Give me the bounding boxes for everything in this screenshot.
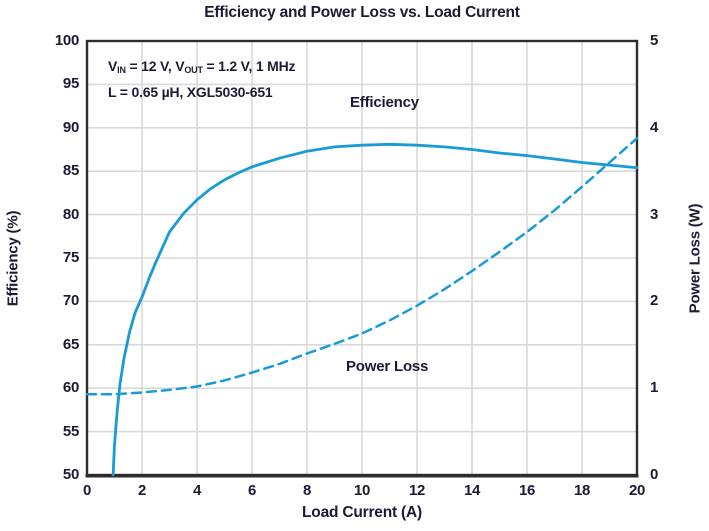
y-left-tick-label: 70 — [62, 292, 79, 310]
annotation-text: = 1.2 V, 1 MHz — [202, 58, 296, 74]
annotation-line-inductor: L = 0.65 µH, XGL5030-651 — [108, 84, 273, 100]
y-left-tick-label: 95 — [62, 75, 79, 93]
annotation-line-conditions: VIN = 12 V, VOUT = 1.2 V, 1 MHz — [108, 55, 296, 81]
y-left-tick-label: 85 — [62, 162, 79, 180]
y-right-tick-label: 2 — [650, 292, 659, 310]
y-left-tick-label: 100 — [54, 32, 79, 49]
x-tick-label: 10 — [353, 482, 371, 499]
y-left-tick-label: 60 — [62, 379, 79, 397]
x-tick-label: 16 — [518, 482, 536, 499]
annotation-text: = 12 V, V — [125, 58, 185, 74]
x-tick-label: 0 — [82, 482, 92, 499]
y-left-tick-label: 75 — [62, 249, 79, 266]
y-right-tick-label: 0 — [650, 466, 659, 483]
y-right-tick-label: 4 — [650, 118, 659, 136]
y-left-tick-label: 80 — [62, 205, 79, 223]
x-tick-label: 6 — [247, 482, 257, 499]
chart-title: Efficiency and Power Loss vs. Load Curre… — [204, 4, 520, 21]
power-loss-curve — [85, 136, 639, 396]
y-right-axis-title: Power Loss (W) — [686, 203, 704, 314]
annotation-subscript: IN — [117, 65, 126, 75]
y-left-tick-label: 50 — [62, 466, 79, 483]
annotation-text: V — [108, 58, 118, 74]
x-tick-label: 20 — [628, 482, 646, 499]
y-left-tick-label: 65 — [62, 335, 79, 353]
x-tick-label: 14 — [463, 482, 481, 499]
power-loss-series-label: Power Loss — [346, 358, 429, 375]
x-tick-label: 8 — [302, 482, 312, 499]
y-left-axis-title: Efficiency (%) — [4, 210, 22, 307]
x-tick-label: 4 — [192, 482, 202, 499]
efficiency-curve — [111, 142, 639, 477]
x-tick-label: 12 — [408, 482, 426, 499]
annotation-block: VIN = 12 V, VOUT = 1.2 V, 1 MHz L = 0.65… — [108, 55, 296, 103]
y-right-tick-label: 1 — [650, 379, 659, 397]
x-tick-label: 2 — [137, 482, 147, 499]
y-left-tick-label: 55 — [62, 422, 79, 440]
y-left-tick-label: 90 — [62, 118, 79, 136]
annotation-subscript: OUT — [184, 65, 203, 75]
y-right-tick-label: 3 — [650, 205, 659, 223]
x-tick-label: 18 — [573, 482, 591, 499]
efficiency-series-label: Efficiency — [350, 94, 419, 111]
x-axis-title: Load Current (A) — [302, 504, 422, 521]
y-right-tick-label: 5 — [650, 32, 659, 49]
